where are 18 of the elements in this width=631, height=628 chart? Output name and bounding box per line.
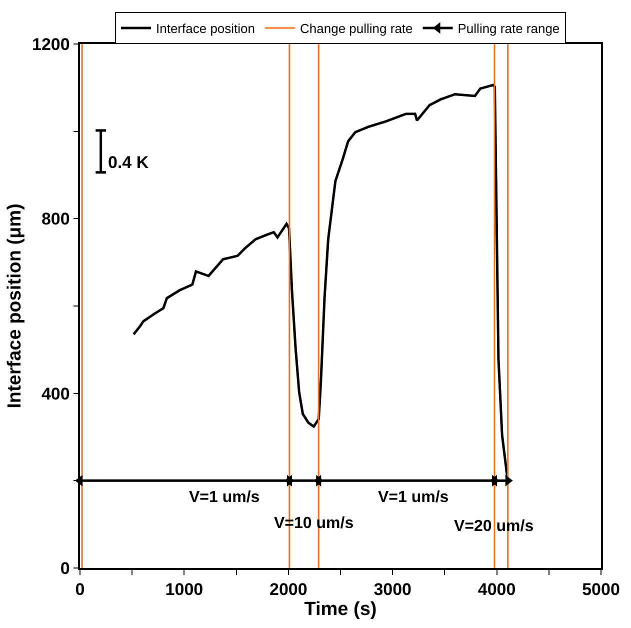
y-axis-title: Interface position (μm) xyxy=(4,204,26,408)
x-tick-label: 5000 xyxy=(582,580,620,600)
legend-label: Interface position xyxy=(156,21,256,36)
x-tick-label: 2000 xyxy=(269,580,308,600)
y-tick-label: 400 xyxy=(41,384,70,404)
x-tick-label: 1000 xyxy=(165,580,204,600)
x-tick-label: 4000 xyxy=(478,580,516,600)
x-tick-label: 3000 xyxy=(374,580,412,600)
y-tick-label: 800 xyxy=(41,210,70,229)
annotation: 0.4 K xyxy=(108,153,150,172)
legend-label: Change pulling rate xyxy=(300,21,413,36)
y-tick-label: 0 xyxy=(60,558,70,578)
x-tick-label: 0 xyxy=(75,580,85,600)
x-axis-title: Time (s) xyxy=(304,599,377,620)
legend-label: Pulling rate range xyxy=(458,21,560,36)
annotation: V=1 um/s xyxy=(189,489,260,506)
annotation: V=1 um/s xyxy=(378,489,449,506)
y-tick-label: 1200 xyxy=(32,34,70,54)
